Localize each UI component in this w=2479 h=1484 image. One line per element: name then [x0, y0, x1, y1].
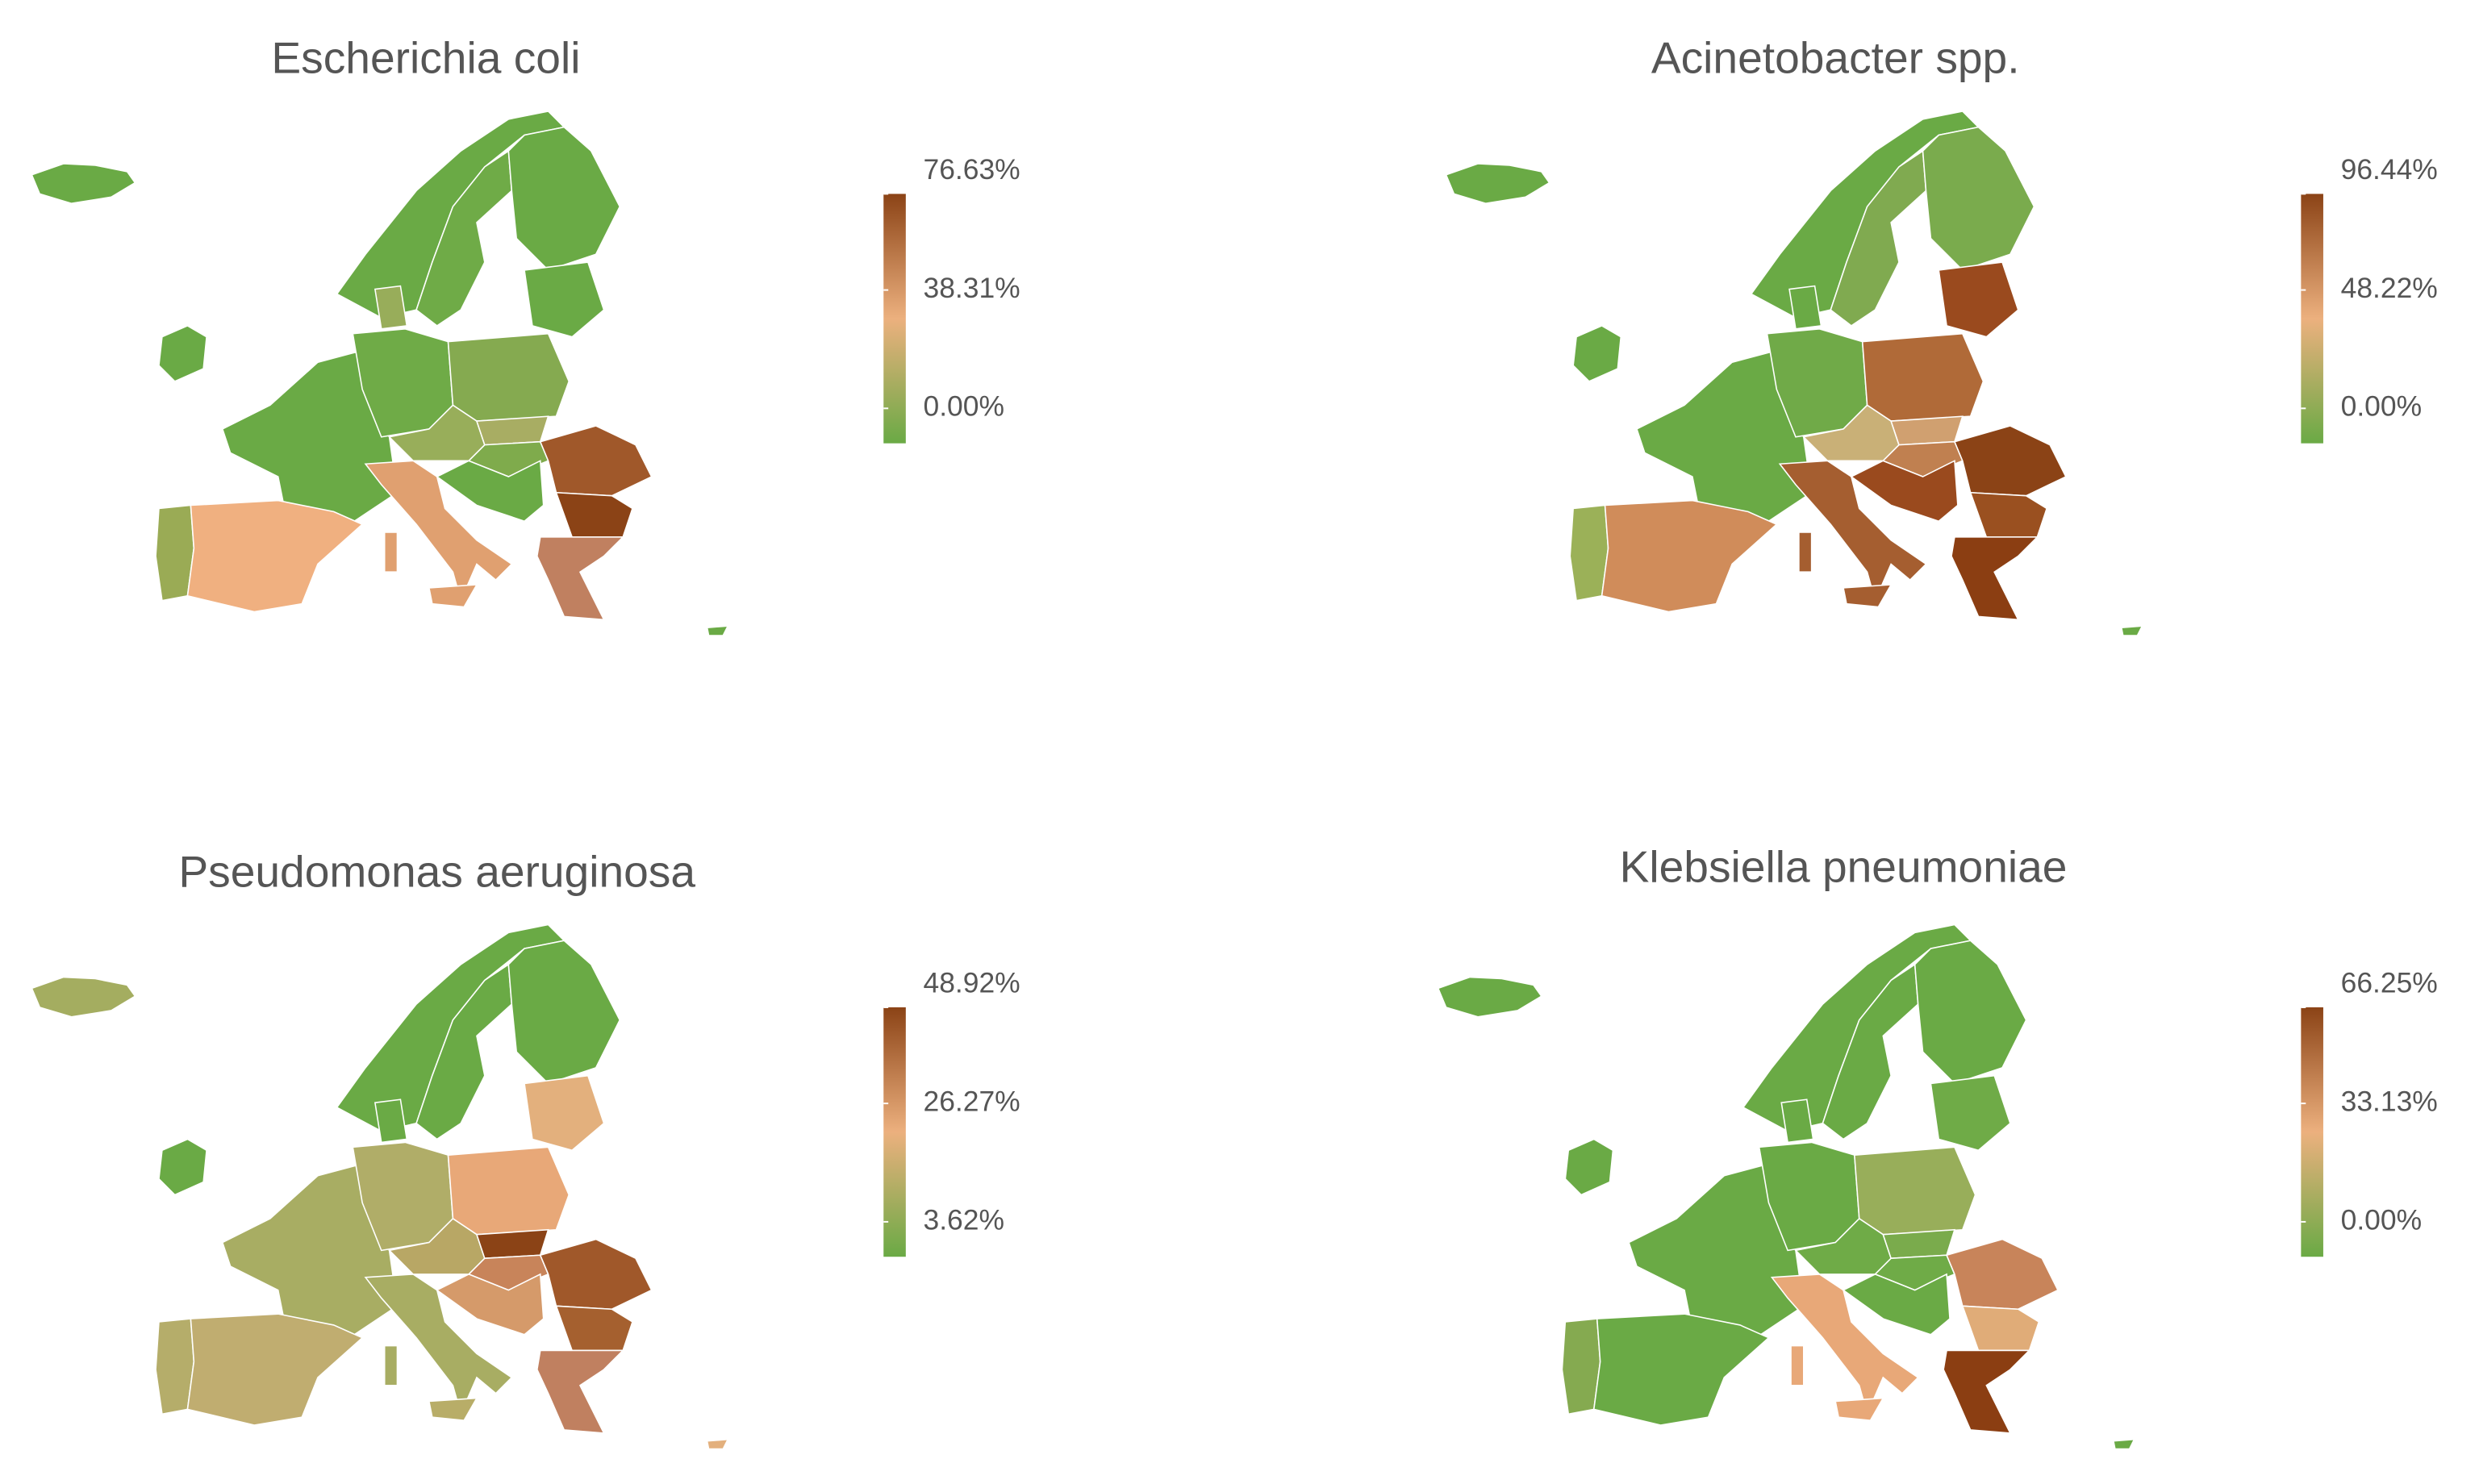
color-bar [883, 194, 906, 444]
panel-title: Escherichia coli [271, 33, 580, 83]
map-panel: Klebsiella pneumoniae 0.00% 33.13% 66.25% [1437, 841, 2438, 1450]
legend-tick-label: 0.00% [2341, 1203, 2422, 1236]
legend-tick-label: 38.31% [923, 272, 1020, 304]
legend-tick-label: 96.44% [2341, 153, 2438, 186]
legend-tick-label: 48.22% [2341, 272, 2438, 304]
legend-tick-label: 48.92% [923, 967, 1020, 999]
legend-tick-label: 0.00% [923, 390, 1004, 423]
choropleth-map [1437, 923, 2135, 1450]
panel-title: Klebsiella pneumoniae [1620, 841, 2068, 891]
color-bar [2301, 194, 2323, 444]
panel-title: Pseudomonas aeruginosa [178, 846, 695, 896]
panel-title: Acinetobacter spp. [1651, 33, 2020, 83]
map-panel: Acinetobacter spp. 0.00% 48.22% 96.44% [1445, 33, 2438, 637]
legend-tick-label: 26.27% [923, 1086, 1020, 1118]
color-bar [2301, 1007, 2323, 1257]
color-legend: 0.00% 33.13% 66.25% [2301, 967, 2438, 1257]
color-legend: 3.62% 26.27% 48.92% [883, 967, 1020, 1257]
color-legend: 0.00% 38.31% 76.63% [883, 153, 1020, 444]
choropleth-map [1445, 110, 2143, 637]
legend-tick-label: 3.62% [923, 1203, 1004, 1236]
legend-tick-label: 0.00% [2341, 390, 2422, 423]
choropleth-map [31, 110, 729, 637]
choropleth-map [31, 923, 729, 1450]
map-panel: Escherichia coli 0.00% 38.31% 76.63% [31, 33, 1020, 637]
legend-tick-label: 33.13% [2341, 1085, 2438, 1117]
color-bar [883, 1007, 906, 1257]
legend-tick-label: 66.25% [2341, 967, 2438, 999]
legend-tick-label: 76.63% [923, 153, 1020, 186]
map-panel: Pseudomonas aeruginosa 3.62% 26.27% 48.92% [31, 846, 1020, 1450]
color-legend: 0.00% 48.22% 96.44% [2301, 153, 2438, 444]
